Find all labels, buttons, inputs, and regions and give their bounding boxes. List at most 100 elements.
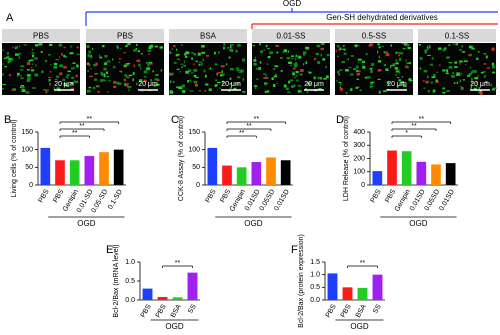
speckle	[103, 67, 107, 71]
speckle	[145, 61, 148, 65]
speckle	[477, 75, 480, 77]
speckle	[275, 73, 277, 76]
speckle	[256, 68, 258, 70]
speckle	[220, 65, 225, 68]
speckle	[94, 73, 98, 75]
speckle	[189, 79, 192, 82]
speckle	[306, 48, 310, 51]
speckle	[208, 68, 211, 70]
speckle	[152, 70, 154, 73]
speckle	[27, 76, 31, 78]
speckle	[169, 51, 172, 54]
speckle	[147, 50, 152, 52]
speckle	[242, 77, 245, 81]
speckle	[95, 62, 98, 66]
bar	[40, 147, 51, 185]
speckle	[48, 79, 51, 82]
speckle	[18, 56, 21, 59]
speckle	[490, 83, 493, 87]
speckle	[302, 51, 307, 55]
sig-label: **	[175, 260, 181, 267]
speckle	[288, 80, 291, 84]
speckle	[422, 80, 425, 82]
speckle	[433, 89, 436, 91]
speckle	[20, 65, 25, 68]
speckle	[93, 86, 96, 90]
speckle	[175, 54, 179, 57]
speckle	[56, 75, 60, 79]
speckle	[476, 85, 478, 87]
speckle	[184, 53, 187, 56]
speckle	[102, 73, 106, 75]
speckle	[452, 43, 456, 45]
speckle	[474, 76, 479, 80]
speckle	[265, 82, 267, 86]
speckle	[442, 48, 446, 52]
panel-title: PBS	[33, 32, 49, 41]
speckle	[307, 82, 311, 86]
speckle	[291, 58, 294, 60]
speckle	[30, 69, 35, 72]
speckle	[197, 52, 201, 56]
speckle	[460, 86, 463, 88]
speckle	[407, 62, 411, 64]
speckle	[203, 69, 206, 73]
speckle	[98, 54, 101, 58]
speckle	[369, 43, 374, 46]
speckle	[263, 77, 267, 79]
speckle	[103, 74, 106, 78]
speckle	[178, 86, 182, 90]
speckle	[217, 81, 221, 84]
speckle	[320, 76, 322, 80]
speckle	[9, 58, 14, 61]
speckle	[218, 51, 220, 54]
speckle	[468, 72, 473, 75]
speckle	[87, 70, 90, 72]
speckle	[459, 60, 463, 63]
speckle	[229, 87, 232, 89]
speckle	[219, 87, 221, 89]
speckle	[2, 83, 6, 86]
speckle	[442, 87, 445, 90]
speckle	[478, 87, 480, 90]
speckle	[181, 44, 183, 46]
speckle	[405, 59, 407, 62]
speckle	[38, 43, 43, 46]
speckle	[190, 52, 194, 54]
speckle	[65, 56, 67, 58]
scale-bar-label: 20 μm	[470, 81, 490, 88]
speckle	[88, 63, 91, 67]
speckle	[146, 67, 151, 70]
x-tick-label: PBS	[340, 303, 353, 319]
bar	[266, 157, 276, 185]
speckle	[11, 89, 16, 91]
speckle	[338, 49, 342, 51]
speckle	[273, 75, 278, 78]
speckle	[316, 44, 321, 48]
speckle	[299, 73, 303, 76]
speckle	[63, 46, 66, 49]
speckle	[124, 74, 128, 77]
speckle	[185, 51, 190, 55]
speckle	[366, 76, 371, 79]
speckle	[54, 78, 58, 81]
speckle	[53, 65, 58, 69]
speckle	[267, 48, 270, 50]
speckle	[460, 72, 462, 76]
speckle	[53, 86, 55, 90]
y-tick-label: 1.5	[310, 259, 320, 266]
speckle	[32, 87, 36, 89]
speckle	[100, 79, 103, 82]
speckle	[47, 54, 51, 56]
speckle	[160, 69, 163, 72]
speckle	[19, 86, 22, 88]
speckle	[176, 86, 179, 89]
speckle	[148, 63, 153, 65]
speckle	[72, 62, 76, 64]
bar	[69, 160, 80, 185]
speckle	[492, 87, 497, 90]
speckle	[305, 61, 308, 65]
speckle	[426, 47, 429, 51]
speckle	[71, 76, 75, 79]
speckle	[469, 46, 474, 48]
